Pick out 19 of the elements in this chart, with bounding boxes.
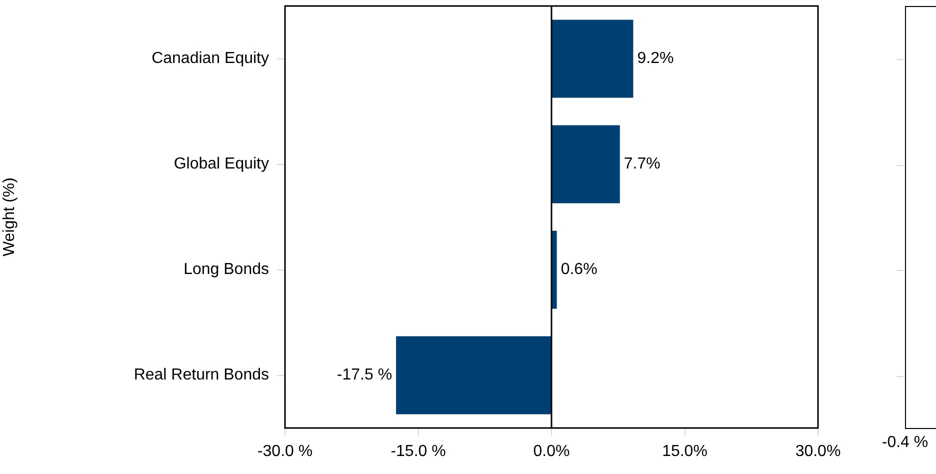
bar <box>552 230 557 309</box>
x-tick-label: -30.0 % <box>257 443 313 460</box>
y-axis-title: Weight (%) <box>1 178 18 256</box>
x-tick-label: 0.0% <box>533 443 570 460</box>
y-tick-label: Long Bonds <box>184 261 269 278</box>
y-tick-label: Global Equity <box>174 156 269 173</box>
x-tick-label: 30.0% <box>795 443 841 460</box>
x-tick-label: -15.0 % <box>390 443 446 460</box>
bar <box>552 125 620 204</box>
bar <box>396 336 551 414</box>
data-label: -17.5 % <box>336 366 392 384</box>
y-tick-label: Real Return Bonds <box>134 366 269 384</box>
y-tick-label: Canadian Equity <box>152 50 269 68</box>
x-tick-label: 15.0% <box>662 443 708 460</box>
text: -0.4 % <box>880 433 930 453</box>
data-label: 0.6% <box>560 261 598 278</box>
bar <box>552 20 634 98</box>
data-label: 9.2% <box>637 50 674 68</box>
data-label: 7.7% <box>624 156 660 173</box>
